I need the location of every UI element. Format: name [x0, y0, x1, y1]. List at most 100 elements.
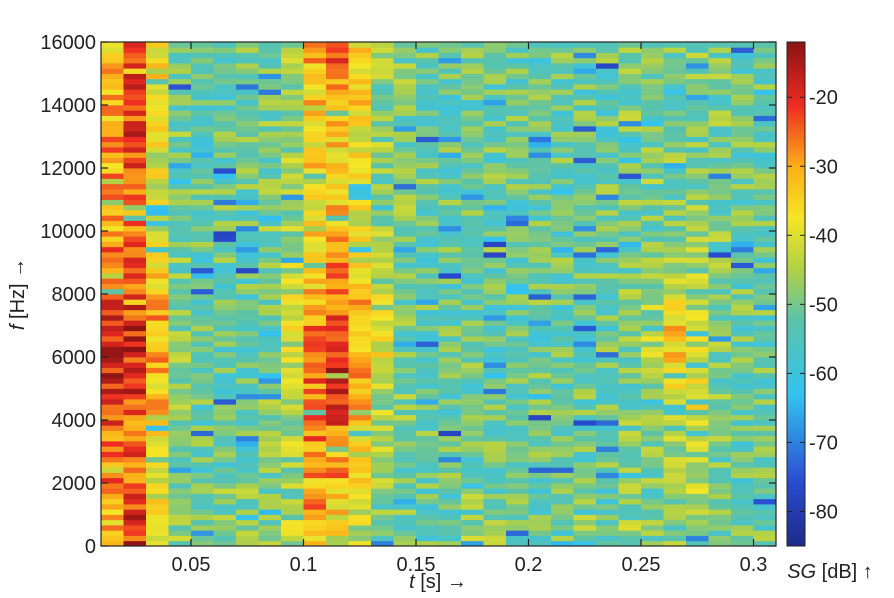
heatmap-cell	[551, 183, 574, 190]
heatmap-cell	[663, 183, 687, 190]
heatmap-cell	[618, 346, 642, 353]
heatmap-cell	[101, 126, 124, 132]
heatmap-cell	[371, 178, 394, 185]
heatmap-cell	[258, 115, 282, 122]
heatmap-cell	[573, 73, 597, 80]
heatmap-cell	[618, 157, 642, 164]
heatmap-cell	[731, 509, 754, 515]
heatmap-cell	[506, 514, 529, 521]
heatmap-cell	[371, 351, 394, 358]
heatmap-cell	[101, 388, 124, 395]
heatmap-cell	[731, 115, 754, 122]
heatmap-cell	[191, 210, 214, 216]
heatmap-cell	[213, 540, 237, 547]
heatmap-cell	[123, 73, 147, 80]
heatmap-cell	[281, 220, 304, 227]
heatmap-cell	[393, 131, 417, 137]
heatmap-cell	[416, 514, 439, 521]
heatmap-cell	[663, 341, 687, 347]
heatmap-cell	[213, 467, 237, 473]
heatmap-cell	[191, 341, 214, 347]
heatmap-cell	[416, 393, 439, 400]
heatmap-cell	[686, 414, 709, 421]
heatmap-cell	[258, 252, 282, 258]
heatmap-cell	[101, 441, 124, 447]
heatmap-cell	[326, 199, 349, 206]
heatmap-cell	[168, 220, 192, 227]
heatmap-cell	[191, 525, 214, 531]
heatmap-cell	[101, 299, 124, 305]
heatmap-cell	[708, 157, 732, 164]
heatmap-cell	[101, 204, 124, 211]
heatmap-cell	[483, 399, 507, 405]
heatmap-cell	[551, 210, 574, 216]
heatmap-cell	[753, 519, 777, 526]
heatmap-cell	[191, 283, 214, 290]
heatmap-cell	[416, 68, 439, 74]
heatmap-cell	[348, 178, 372, 185]
heatmap-cell	[281, 257, 304, 263]
heatmap-cell	[731, 63, 754, 69]
heatmap-cell	[686, 231, 709, 237]
heatmap-cell	[461, 141, 484, 148]
heatmap-cell	[326, 336, 349, 342]
heatmap-cell	[101, 420, 124, 426]
heatmap-cell	[146, 278, 169, 284]
heatmap-cell	[573, 215, 597, 221]
heatmap-cell	[483, 110, 507, 116]
heatmap-cell	[483, 299, 507, 305]
heatmap-cell	[303, 357, 327, 363]
heatmap-cell	[641, 152, 664, 158]
heatmap-cell	[191, 115, 214, 122]
heatmap-cell	[641, 404, 664, 410]
heatmap-cell	[708, 162, 732, 169]
heatmap-cell	[101, 183, 124, 190]
heatmap-cell	[506, 241, 529, 248]
heatmap-cell	[731, 73, 754, 80]
heatmap-cell	[528, 525, 552, 531]
heatmap-cell	[731, 467, 754, 473]
heatmap-cell	[281, 47, 304, 53]
heatmap-cell	[371, 372, 394, 379]
heatmap-cell	[461, 304, 484, 311]
heatmap-cell	[731, 183, 754, 190]
heatmap-cell	[483, 430, 507, 437]
heatmap-cell	[483, 288, 507, 295]
heatmap-cell	[528, 467, 552, 473]
heatmap-cell	[416, 215, 439, 221]
heatmap-cell	[168, 231, 192, 237]
heatmap-cell	[708, 57, 732, 64]
heatmap-cell	[168, 504, 192, 510]
heatmap-cell	[258, 467, 282, 473]
heatmap-cell	[506, 73, 529, 80]
heatmap-cell	[303, 309, 327, 316]
heatmap-cell	[551, 441, 574, 447]
heatmap-cell	[528, 89, 552, 95]
heatmap-cell	[258, 483, 282, 489]
heatmap-cell	[663, 535, 687, 542]
heatmap-cell	[101, 351, 124, 358]
heatmap-cell	[641, 89, 664, 95]
heatmap-cell	[438, 362, 462, 368]
heatmap-cell	[506, 257, 529, 263]
heatmap-cell	[236, 241, 259, 248]
heatmap-cell	[573, 378, 597, 384]
heatmap-cell	[168, 540, 192, 547]
heatmap-cell	[731, 52, 754, 59]
heatmap-cell	[438, 141, 462, 148]
heatmap-cell	[461, 414, 484, 421]
heatmap-cell	[753, 509, 777, 515]
heatmap-cell	[393, 462, 417, 468]
heatmap-cell	[708, 320, 732, 326]
heatmap-cell	[708, 168, 732, 174]
heatmap-cell	[416, 336, 439, 342]
heatmap-cell	[618, 294, 642, 300]
heatmap-cell	[123, 257, 147, 263]
heatmap-cell	[213, 241, 237, 248]
heatmap-cell	[236, 399, 259, 405]
heatmap-cell	[348, 519, 372, 526]
heatmap-cell	[371, 336, 394, 342]
heatmap-cell	[573, 288, 597, 295]
heatmap-cell	[618, 189, 642, 195]
heatmap-cell	[708, 309, 732, 316]
